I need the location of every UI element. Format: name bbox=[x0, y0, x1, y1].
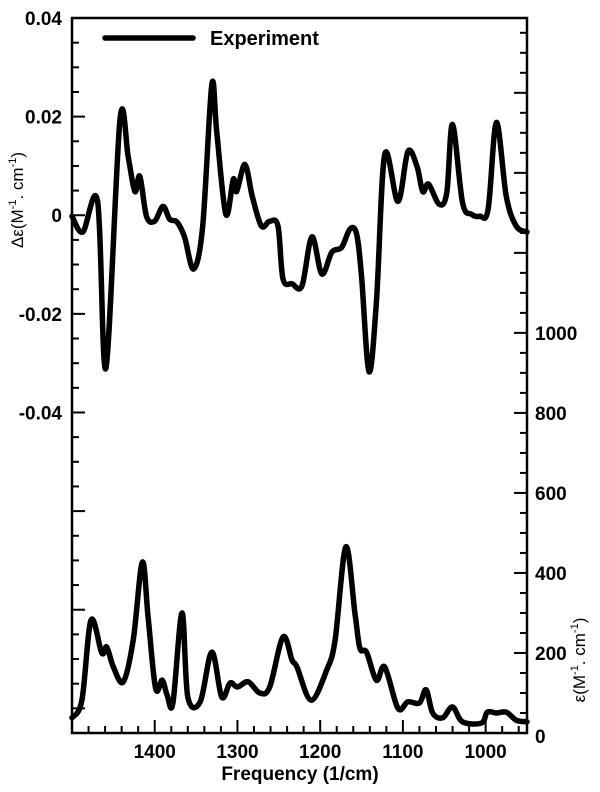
x-tick-label: 1000 bbox=[464, 742, 506, 763]
x-tick-label: 1100 bbox=[382, 742, 423, 763]
legend: Experiment bbox=[102, 28, 319, 50]
right-tick-label: 400 bbox=[535, 564, 567, 585]
right-tick-label: 200 bbox=[535, 644, 567, 665]
x-tick-label: 1400 bbox=[134, 742, 176, 763]
left-tick-label: 0 bbox=[51, 206, 62, 227]
series-line-absorbance bbox=[69, 544, 530, 727]
right-tick-label: 800 bbox=[535, 404, 567, 425]
right-tick-label: 600 bbox=[535, 484, 567, 505]
right-axis-title: ε(M-1. cm-1) bbox=[569, 618, 589, 703]
series-layer bbox=[69, 78, 530, 727]
right-tick-label: 0 bbox=[535, 727, 546, 748]
left-axis-title: Δε(M-1. cm-1) bbox=[7, 152, 27, 248]
x-tick-label: 1200 bbox=[299, 742, 341, 763]
x-tick-label: 1300 bbox=[216, 742, 258, 763]
left-tick-label: 0.04 bbox=[25, 9, 62, 30]
left-tick-label: 0.02 bbox=[25, 108, 62, 129]
left-tick-label: -0.02 bbox=[19, 305, 62, 326]
left-tick-label: -0.04 bbox=[19, 403, 63, 424]
right-tick-label: 1000 bbox=[535, 324, 577, 345]
legend-label-experiment: Experiment bbox=[210, 28, 319, 50]
series-line-experiment-cd bbox=[69, 78, 530, 375]
plot-frame bbox=[70, 16, 529, 735]
axis-ticks: 1400 1300 1200 1100 1000 0.04 0.02 0 -0.02 -0.04 0… bbox=[19, 9, 578, 763]
x-axis-title: Frequency (1/cm) bbox=[221, 764, 378, 785]
